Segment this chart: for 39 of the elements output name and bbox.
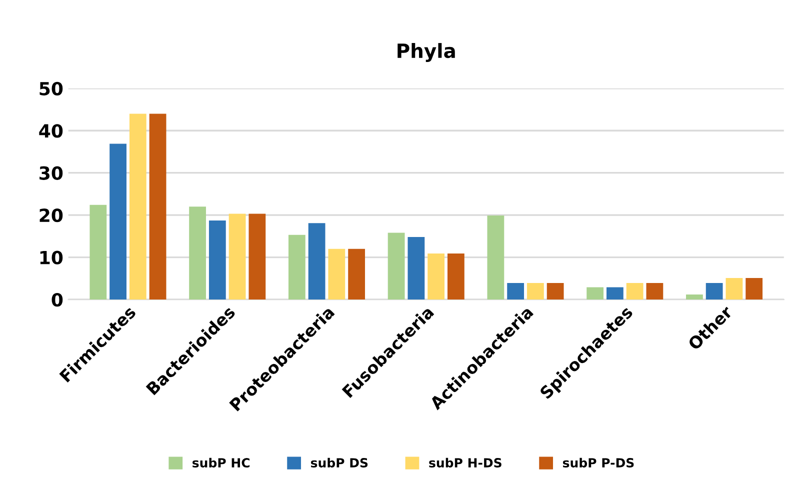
bar: [328, 248, 346, 300]
bar: [110, 144, 126, 300]
legend-label: subP H-DS: [429, 458, 502, 468]
y-tick-label: 10: [40, 250, 63, 264]
bar: [686, 294, 703, 300]
bar: [308, 223, 326, 300]
legend-label: subP HC: [192, 458, 250, 468]
bar: [408, 237, 425, 300]
bar: [626, 283, 644, 300]
bar: [90, 204, 107, 300]
bar: [228, 214, 246, 300]
bar: [606, 287, 624, 300]
bar: [288, 234, 306, 300]
bar: [149, 114, 166, 300]
bar: [746, 278, 763, 300]
bar: [487, 215, 504, 300]
bar: [189, 206, 206, 300]
legend-label: subP P-DS: [562, 458, 634, 468]
bar: [646, 283, 664, 300]
bar: [447, 253, 464, 300]
bar: [348, 248, 365, 300]
bar: [248, 214, 266, 300]
y-tick-label: 50: [40, 82, 63, 96]
legend-label: subP DS: [310, 458, 368, 468]
chart-title: Phyla: [398, 43, 455, 62]
bar: [208, 220, 226, 300]
bar: [726, 278, 743, 300]
bar: [586, 287, 604, 300]
y-tick-label: 20: [40, 208, 63, 222]
bar: [706, 283, 723, 300]
bar: [129, 114, 146, 300]
bar: [526, 283, 544, 300]
bar: [507, 283, 524, 300]
bar: [388, 232, 405, 300]
bar: [546, 283, 564, 300]
y-tick-label: 30: [40, 166, 63, 180]
y-tick-label: 0: [52, 292, 63, 307]
bar: [428, 253, 445, 300]
y-tick-label: 40: [39, 124, 63, 138]
